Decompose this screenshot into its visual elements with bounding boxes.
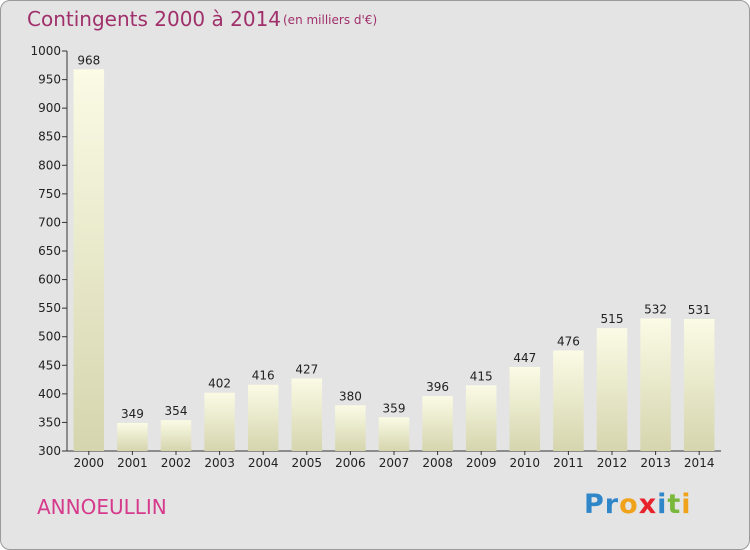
x-tick-label-2007: 2007: [379, 456, 410, 470]
x-tick-label-2009: 2009: [466, 456, 497, 470]
x-axis: 2000 2001 2002 2003 2004 2005 2006 2007 2008 2009…: [67, 450, 721, 470]
bar-2010: [509, 367, 541, 451]
x-tick-label-2005: 2005: [292, 456, 323, 470]
y-tick-label: 300: [38, 444, 61, 458]
x-tick-label-2004: 2004: [248, 456, 279, 470]
x-tick-label-2012: 2012: [597, 456, 628, 470]
logo-letter: o: [619, 489, 639, 520]
chart-title: Contingents 2000 à 2014: [27, 7, 282, 31]
bar-2002: [160, 420, 192, 451]
data-label-2007: 359: [383, 401, 406, 415]
bar-2006: [335, 405, 366, 451]
data-label-2008: 396: [426, 380, 449, 394]
y-axis: 300 350 400 450 500 550 600 650 700 750 800 850 900 9…: [30, 44, 68, 458]
y-tick-label: 550: [38, 301, 61, 315]
commune-name: ANNOEULLIN: [37, 495, 167, 519]
bar-2013: [640, 318, 671, 451]
x-tick-label-2002: 2002: [161, 456, 192, 470]
y-tick-label: 750: [38, 187, 61, 201]
bar-2008: [422, 396, 453, 451]
bar-2004: [247, 384, 279, 451]
x-tick-label-2008: 2008: [422, 456, 453, 470]
logo-letter: P: [584, 489, 605, 520]
bar-2012: [596, 328, 628, 451]
bar-2005: [291, 378, 323, 451]
data-label-2010: 447: [513, 351, 536, 365]
bar-2003: [204, 392, 235, 451]
y-tick-label: 950: [38, 73, 61, 87]
logo-letter: i: [681, 489, 692, 520]
data-label-2000: 968: [77, 53, 100, 67]
bar-2001: [117, 423, 148, 451]
y-tick-label: 800: [38, 158, 61, 172]
x-tick-label-2001: 2001: [117, 456, 148, 470]
x-tick-label-2013: 2013: [640, 456, 671, 470]
data-label-2012: 515: [601, 312, 624, 326]
logo-letter: x: [638, 489, 658, 520]
logo-letter: i: [657, 489, 668, 520]
y-tick-label: 400: [38, 387, 61, 401]
x-tick-label-2003: 2003: [204, 456, 235, 470]
data-label-2013: 532: [644, 302, 667, 316]
y-tick-label: 700: [38, 215, 61, 229]
logo-letter: t: [667, 489, 682, 520]
x-tick-label-2010: 2010: [510, 456, 541, 470]
logo-letter: r: [604, 489, 620, 520]
x-tick-label-2011: 2011: [553, 456, 584, 470]
data-label-2006: 380: [339, 389, 362, 403]
data-label-2002: 354: [165, 404, 188, 418]
data-label-2011: 476: [557, 334, 580, 348]
y-tick-label: 450: [38, 358, 61, 372]
y-tick-label: 650: [38, 244, 61, 258]
bar-2011: [553, 350, 584, 451]
y-tick-label: 1000: [30, 44, 61, 58]
y-tick-label: 900: [38, 101, 61, 115]
data-label-2005: 427: [295, 362, 318, 376]
bar-2009: [465, 385, 497, 451]
y-tick-label: 600: [38, 273, 61, 287]
x-tick-label-2014: 2014: [684, 456, 715, 470]
data-label-2004: 416: [252, 369, 275, 383]
bar-series: [73, 69, 715, 452]
x-tick-label-2000: 2000: [74, 456, 105, 470]
chart-unit-subtitle: (en milliers d'€): [283, 13, 378, 27]
y-tick-label: 850: [38, 130, 61, 144]
data-label-2003: 402: [208, 377, 231, 391]
data-labels: 968 349 354 402 416 427 380 359 396 415 447 476 515 5…: [77, 53, 710, 421]
y-tick-label: 500: [38, 330, 61, 344]
bar-2007: [378, 417, 410, 451]
bar-2014: [683, 319, 715, 451]
x-tick-label-2006: 2006: [335, 456, 366, 470]
data-label-2009: 415: [470, 369, 493, 383]
bar-2000: [73, 69, 105, 452]
y-tick-label: 350: [38, 415, 61, 429]
data-label-2014: 531: [688, 303, 711, 317]
data-label-2001: 349: [121, 407, 144, 421]
proxiti-logo[interactable]: Proxiti: [584, 489, 692, 520]
